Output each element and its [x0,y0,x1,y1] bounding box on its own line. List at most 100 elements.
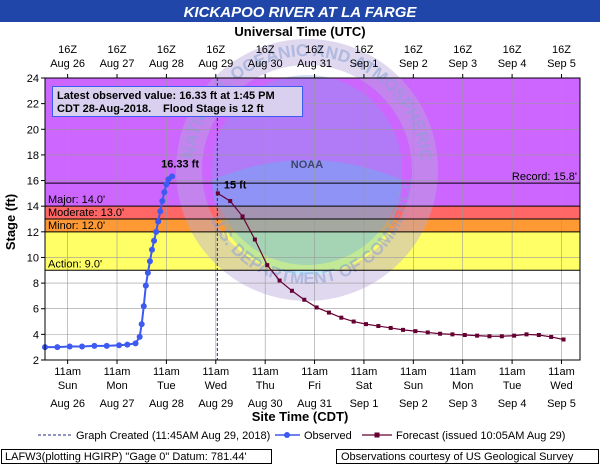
top-tick-label-date: Aug 31 [297,58,332,70]
forecast-point [302,297,307,302]
y-tick-label: 10 [27,252,39,264]
x-tick-label-date: Sep 3 [448,398,477,410]
x-tick-label-weekday: Fri [308,380,321,392]
top-tick-label-date: Sep 2 [399,58,428,70]
top-tick-label-date: Sep 3 [448,58,477,70]
top-tick-label-time: 16Z [108,44,127,56]
x-tick-label-date: Sep 1 [350,398,379,410]
x-tick-label-weekday: Tue [503,380,522,392]
top-tick-label-time: 16Z [206,44,225,56]
forecast-point [265,263,270,268]
x-tick-label-time: 11am [153,366,180,378]
observed-point [149,246,155,253]
observed-point [161,189,168,196]
forecast-point [376,324,381,329]
y-tick-label: 20 [27,124,39,136]
x-tick-label-date: Sep 5 [547,398,576,410]
forecast-point [425,330,430,335]
observed-point [155,218,162,225]
top-tick-label-time: 16Z [503,44,522,56]
forecast-point [215,191,220,196]
forecast-point [499,334,504,339]
forecast-point [388,325,393,330]
observed-peak-label: 16.33 ft [161,158,199,170]
top-tick-label-time: 16Z [157,44,176,56]
forecast-point [549,334,554,339]
y-tick-label: 16 [27,176,39,188]
observed-point [146,258,153,265]
x-tick-label-time: 11am [351,366,378,378]
top-tick-label-date: Aug 29 [198,58,233,70]
top-tick-label-date: Sep 4 [498,58,527,70]
x-tick-label-weekday: Sun [404,380,424,392]
observed-point [169,173,176,180]
x-tick-label-date: Aug 29 [198,398,233,410]
forecast-point [277,278,282,283]
latest-observed-flood-stage: Flood Stage is 12 ft [163,103,264,115]
x-tick-label-weekday: Wed [550,380,572,392]
observed-point [138,321,145,328]
forecast-point [524,332,529,337]
x-tick-label-time: 11am [400,366,427,378]
threshold-label-3: Minor: 12.0' [48,220,105,232]
forecast-point [475,333,480,338]
top-tick-label-date: Aug 28 [149,58,184,70]
top-tick-label-time: 16Z [58,44,77,56]
y-tick-label: 22 [27,99,39,111]
observed-point [144,269,151,276]
legend-graph-created-label: Graph Created (11:45AM Aug 29, 2018) [76,430,270,442]
forecast-point [351,319,356,324]
threshold-label-1: Major: 14.0' [48,194,105,206]
observed-point [79,343,86,350]
forecast-point [487,334,492,339]
forecast-point [536,333,541,338]
chart-title: KICKAPOO RIVER AT LA FARGE [184,4,418,21]
x-tick-label-weekday: Sun [58,380,78,392]
plot-border [44,77,581,361]
stage-band-1 [45,183,580,207]
forecast-peak-label: 15 ft [224,179,247,191]
y-tick-label: 6 [33,304,39,316]
noaa-seal-text: NOAA [291,159,323,171]
observed-point [116,342,123,349]
title-bar [0,0,600,22]
stage-band-4 [45,231,580,271]
observed-point [66,343,73,350]
latest-observed-box [52,86,303,117]
y-tick-label: 14 [27,201,39,213]
observed-point [153,228,160,235]
y-tick-label: 2 [33,355,39,367]
x-tick-label-time: 11am [54,366,81,378]
top-tick-label-date: Aug 30 [248,58,283,70]
footer-credit: Observations courtesy of US Geological S… [341,451,574,463]
plot-overlay: 16.33 ft 15 ft Latest observed value: 16.3… [42,77,581,361]
top-tick-label-time: 16Z [552,44,571,56]
top-tick-label-date: Sep 5 [547,58,576,70]
observed-point [54,344,61,351]
latest-observed-line2: CDT 28-Aug-2018. [57,103,151,115]
forecast-point [450,332,455,337]
y-tick-label: 12 [27,227,39,239]
observed-point [151,237,158,244]
footer-datum-box [1,449,272,464]
legend-observed-marker [284,432,290,438]
forecast-point [240,214,245,219]
forecast-point [289,288,294,293]
top-tick-label-time: 16Z [256,44,275,56]
noaa-seal-wave [212,160,402,275]
forecast-point [462,333,467,338]
x-axis-label: Site Time (CDT) [252,409,349,424]
x-tick-label-date: Sep 4 [498,398,527,410]
stage-band-2 [45,206,580,219]
top-tick-label-date: Aug 26 [50,58,85,70]
footer-datum: LAFW3(plotting HGIRP) "Gage 0" Datum: 78… [5,451,247,463]
x-tick-label-weekday: Wed [205,380,227,392]
forecast-point [401,327,406,332]
threshold-label-2: Moderate: 13.0' [48,207,124,219]
x-tick-label-date: Aug 31 [297,398,332,410]
x-tick-label-weekday: Mon [452,380,473,392]
forecast-point [561,337,566,342]
observed-point [159,198,166,205]
